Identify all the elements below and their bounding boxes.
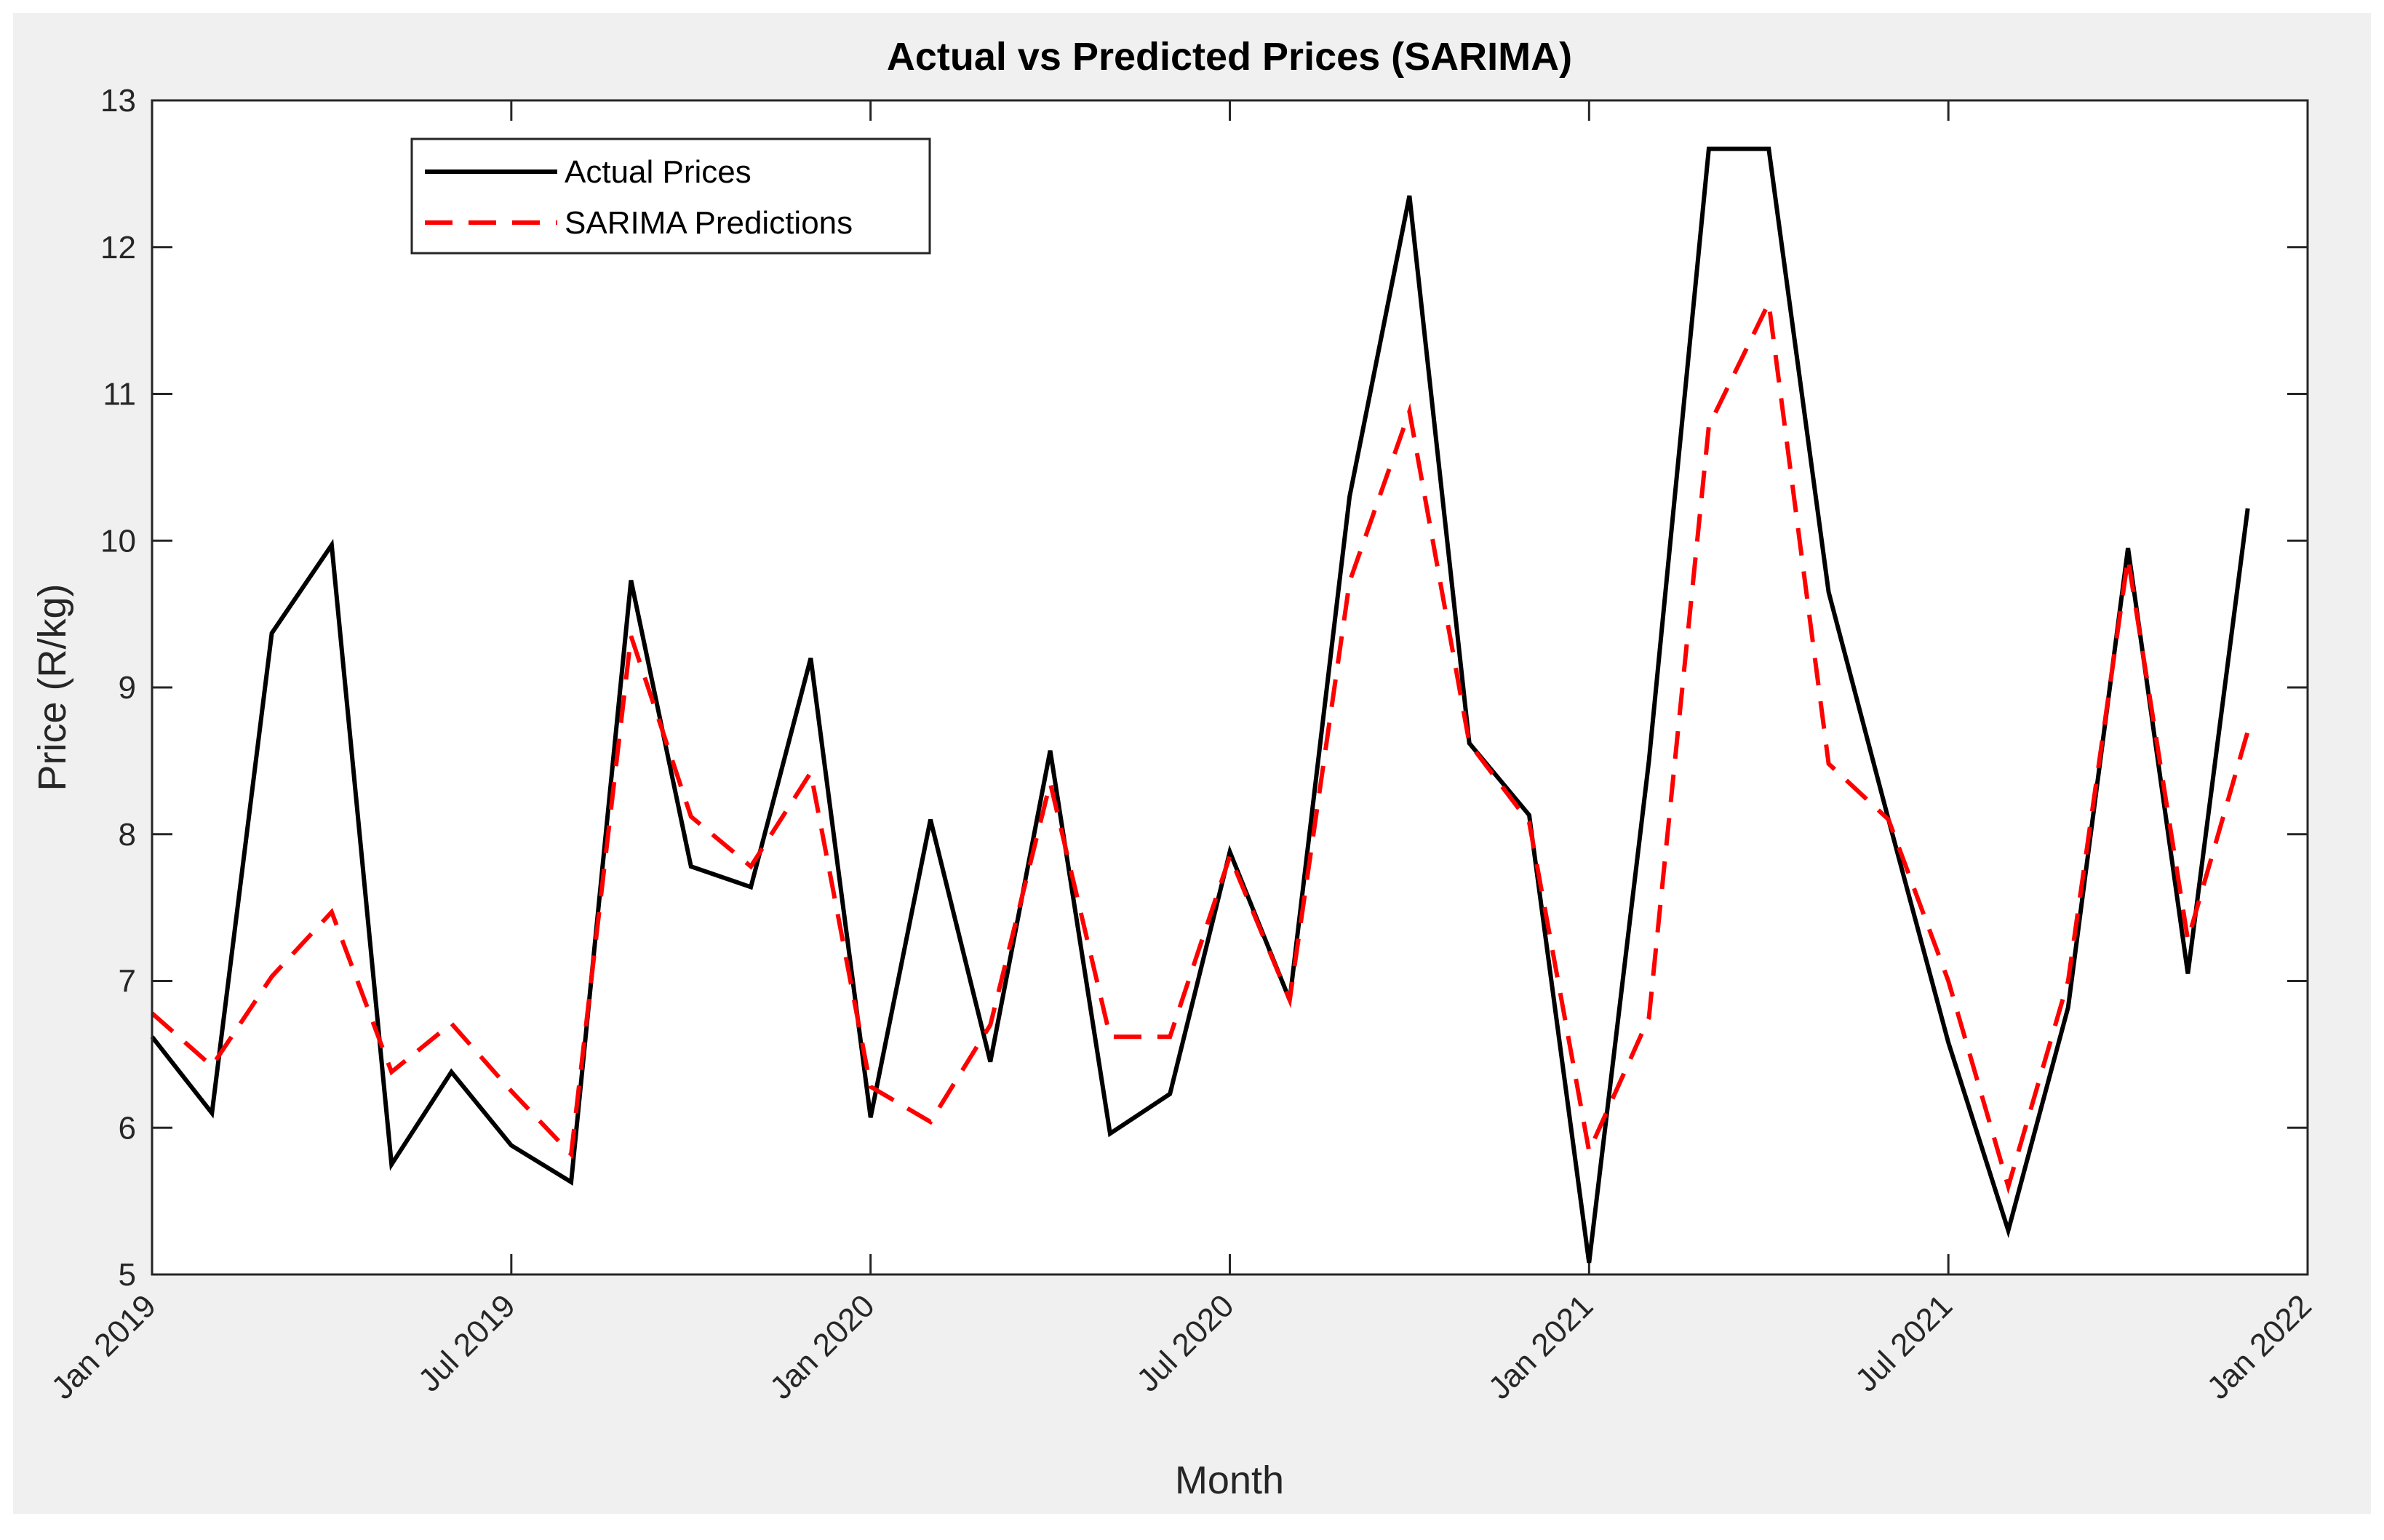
data-point-actual-prices bbox=[629, 579, 632, 582]
data-point-sarima-predictions bbox=[1109, 1035, 1112, 1038]
data-point-sarima-predictions bbox=[1767, 301, 1770, 304]
data-point-sarima-predictions bbox=[929, 1120, 932, 1123]
data-point-sarima-predictions bbox=[690, 815, 693, 818]
data-point-sarima-predictions bbox=[1947, 980, 1950, 983]
data-point-sarima-predictions bbox=[2186, 938, 2189, 941]
x-tick-label: Jul 2021 bbox=[1849, 1288, 1959, 1398]
data-point-actual-prices bbox=[2007, 1229, 2010, 1232]
data-point-actual-prices bbox=[2126, 546, 2129, 549]
data-point-actual-prices bbox=[2186, 972, 2189, 975]
data-point-actual-prices bbox=[1587, 1261, 1590, 1264]
data-point-actual-prices bbox=[510, 1144, 513, 1147]
x-tick-label: Jan 2022 bbox=[2200, 1288, 2319, 1406]
data-point-sarima-predictions bbox=[1528, 821, 1531, 824]
data-point-actual-prices bbox=[690, 865, 693, 868]
data-point-actual-prices bbox=[1049, 749, 1052, 752]
data-point-actual-prices bbox=[450, 1071, 453, 1074]
data-point-sarima-predictions bbox=[749, 865, 752, 868]
data-point-actual-prices bbox=[1648, 759, 1651, 762]
data-point-actual-prices bbox=[1767, 148, 1770, 151]
data-point-sarima-predictions bbox=[629, 634, 632, 637]
data-point-actual-prices bbox=[929, 818, 932, 821]
data-point-sarima-predictions bbox=[510, 1090, 513, 1093]
data-series bbox=[150, 146, 2250, 1264]
data-point-actual-prices bbox=[1827, 591, 1830, 594]
data-point-actual-prices bbox=[1348, 495, 1351, 498]
data-point-actual-prices bbox=[2247, 507, 2249, 510]
data-point-actual-prices bbox=[1109, 1132, 1112, 1135]
data-point-sarima-predictions bbox=[570, 1153, 573, 1156]
data-point-actual-prices bbox=[271, 631, 274, 634]
data-point-sarima-predictions bbox=[1887, 818, 1890, 821]
data-point-sarima-predictions bbox=[1168, 1035, 1171, 1038]
data-point-sarima-predictions bbox=[1288, 999, 1291, 1002]
figure-background: Actual vs Predicted Prices (SARIMA) Mont… bbox=[13, 13, 2371, 1514]
data-point-actual-prices bbox=[1947, 1041, 1950, 1044]
legend: Actual Prices SARIMA Predictions bbox=[410, 137, 931, 255]
data-point-actual-prices bbox=[749, 885, 752, 888]
data-point-sarima-predictions bbox=[1229, 855, 1232, 858]
legend-label-sarima-predictions: SARIMA Predictions bbox=[565, 205, 853, 241]
data-point-sarima-predictions bbox=[809, 771, 812, 774]
data-point-sarima-predictions bbox=[2247, 730, 2249, 733]
series-line-actual-prices bbox=[150, 146, 2250, 1264]
y-tick-label: 13 bbox=[100, 83, 136, 119]
y-tick-label: 12 bbox=[100, 230, 136, 266]
data-point-sarima-predictions bbox=[2007, 1185, 2010, 1188]
x-axis-title: Month bbox=[1175, 1459, 1284, 1502]
data-point-actual-prices bbox=[1707, 148, 1710, 151]
data-point-actual-prices bbox=[809, 657, 812, 660]
y-tick-label: 7 bbox=[119, 964, 136, 1000]
legend-label-actual-prices: Actual Prices bbox=[565, 154, 752, 190]
plot-area bbox=[152, 100, 2308, 1274]
data-point-sarima-predictions bbox=[2126, 557, 2129, 560]
data-point-sarima-predictions bbox=[1468, 742, 1471, 745]
data-point-sarima-predictions bbox=[271, 975, 274, 978]
data-point-actual-prices bbox=[989, 1061, 992, 1064]
data-point-sarima-predictions bbox=[2067, 980, 2070, 983]
y-tick-label: 8 bbox=[119, 817, 136, 853]
data-point-sarima-predictions bbox=[1707, 425, 1710, 428]
data-point-actual-prices bbox=[570, 1181, 573, 1184]
y-tick-label: 11 bbox=[103, 377, 136, 412]
data-point-actual-prices bbox=[210, 1112, 213, 1114]
data-point-sarima-predictions bbox=[1648, 1016, 1651, 1019]
data-point-sarima-predictions bbox=[1587, 1150, 1590, 1153]
legend-box bbox=[410, 137, 931, 255]
y-tick-label: 9 bbox=[119, 670, 136, 706]
chart-title: Actual vs Predicted Prices (SARIMA) bbox=[887, 35, 1572, 79]
data-point-actual-prices bbox=[1408, 194, 1411, 197]
data-point-sarima-predictions bbox=[390, 1071, 393, 1074]
data-point-actual-prices bbox=[390, 1163, 393, 1166]
data-point-sarima-predictions bbox=[1049, 781, 1052, 784]
data-point-sarima-predictions bbox=[1827, 762, 1830, 765]
data-point-sarima-predictions bbox=[1348, 581, 1351, 583]
y-axis-title: Price (R/kg) bbox=[31, 583, 74, 791]
y-tick-label: 6 bbox=[119, 1110, 136, 1146]
x-tick-label: Jan 2019 bbox=[44, 1288, 163, 1406]
data-point-sarima-predictions bbox=[1408, 410, 1411, 413]
y-tick-label: 10 bbox=[100, 523, 136, 559]
x-tick-label: Jul 2020 bbox=[1130, 1288, 1240, 1398]
y-tick-label: 5 bbox=[119, 1257, 136, 1293]
data-point-actual-prices bbox=[869, 1116, 872, 1119]
plot-frame bbox=[151, 99, 2309, 1276]
series-line-sarima-predictions bbox=[151, 295, 2250, 1194]
data-point-sarima-predictions bbox=[989, 1024, 992, 1026]
x-tick-label: Jan 2021 bbox=[1482, 1288, 1600, 1406]
data-point-actual-prices bbox=[1528, 814, 1531, 817]
x-tick-label: Jul 2019 bbox=[412, 1288, 522, 1398]
data-point-sarima-predictions bbox=[210, 1065, 213, 1068]
x-tick-label: Jan 2020 bbox=[763, 1288, 882, 1406]
data-point-sarima-predictions bbox=[869, 1085, 872, 1088]
data-point-actual-prices bbox=[1229, 850, 1232, 853]
data-point-actual-prices bbox=[2067, 1006, 2070, 1009]
line-chart: Actual vs Predicted Prices (SARIMA) Mont… bbox=[31, 35, 2319, 1502]
data-point-sarima-predictions bbox=[330, 911, 333, 914]
data-point-actual-prices bbox=[1168, 1093, 1171, 1096]
data-point-actual-prices bbox=[330, 543, 333, 546]
data-point-sarima-predictions bbox=[450, 1022, 453, 1025]
